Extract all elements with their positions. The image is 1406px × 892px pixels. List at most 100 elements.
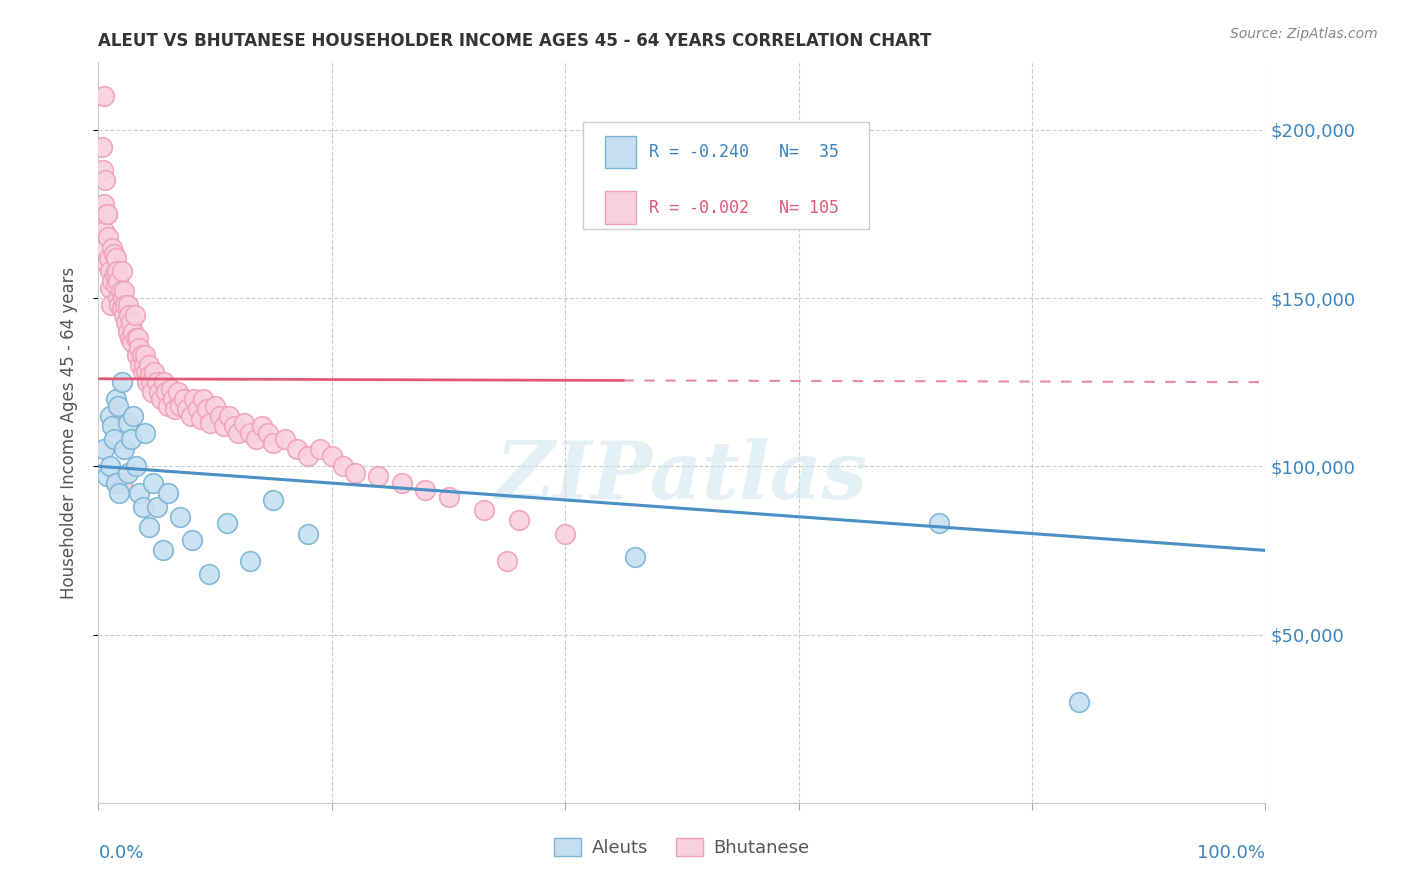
Point: [125, 348, 148, 362]
Point: [245, 433, 267, 447]
Point: [198, 566, 221, 581]
Point: [115, 314, 138, 328]
Point: [187, 402, 209, 417]
Point: [218, 409, 240, 423]
Point: [104, 476, 127, 491]
Point: [141, 385, 163, 400]
Point: [228, 425, 250, 440]
Point: [150, 392, 173, 406]
Point: [239, 425, 262, 440]
Point: [190, 412, 212, 426]
Point: [321, 449, 343, 463]
Point: [135, 365, 157, 379]
Point: [496, 553, 519, 567]
Point: [121, 334, 143, 349]
Point: [117, 466, 139, 480]
Point: [200, 416, 222, 430]
Point: [93, 442, 115, 457]
Point: [146, 375, 169, 389]
Point: [124, 308, 146, 322]
Point: [96, 469, 118, 483]
Text: 100.0%: 100.0%: [1198, 844, 1265, 862]
Point: [391, 476, 413, 491]
Point: [108, 298, 131, 312]
Point: [117, 325, 139, 339]
Point: [93, 224, 115, 238]
Point: [101, 274, 124, 288]
FancyBboxPatch shape: [605, 191, 637, 224]
Point: [98, 281, 121, 295]
Point: [176, 402, 198, 417]
Point: [139, 375, 162, 389]
Point: [97, 251, 120, 265]
Point: [233, 416, 256, 430]
Point: [97, 230, 120, 244]
Point: [367, 469, 389, 483]
Point: [332, 459, 354, 474]
Point: [111, 476, 134, 491]
Point: [146, 500, 169, 514]
Point: [274, 433, 297, 447]
Point: [128, 486, 150, 500]
Point: [169, 509, 191, 524]
Point: [222, 418, 245, 433]
Point: [256, 425, 278, 440]
Point: [111, 264, 134, 278]
Point: [107, 291, 129, 305]
Point: [165, 402, 187, 417]
Point: [344, 466, 367, 480]
Point: [180, 533, 202, 548]
Point: [122, 325, 145, 339]
Text: R = -0.002   N= 105: R = -0.002 N= 105: [650, 199, 839, 217]
Point: [101, 418, 124, 433]
Point: [111, 301, 134, 315]
Point: [624, 550, 647, 565]
Point: [100, 298, 122, 312]
Text: ZIPatlas: ZIPatlas: [496, 438, 868, 516]
Point: [413, 483, 436, 497]
Point: [183, 392, 205, 406]
Point: [204, 399, 226, 413]
Point: [142, 476, 165, 491]
Point: [208, 409, 231, 423]
Point: [96, 207, 118, 221]
Point: [110, 285, 132, 299]
Point: [122, 409, 145, 423]
Point: [111, 375, 134, 389]
Point: [169, 399, 191, 413]
Text: R = -0.240   N=  35: R = -0.240 N= 35: [650, 143, 839, 161]
Point: [148, 385, 170, 400]
Point: [93, 89, 115, 103]
Point: [98, 459, 121, 474]
Point: [239, 553, 262, 567]
Point: [262, 435, 284, 450]
Point: [155, 385, 177, 400]
Point: [127, 331, 149, 345]
Point: [152, 375, 174, 389]
Point: [138, 359, 160, 373]
Point: [94, 173, 117, 187]
Point: [162, 392, 184, 406]
Point: [437, 490, 460, 504]
Point: [105, 264, 128, 278]
Point: [262, 492, 284, 507]
Point: [104, 392, 127, 406]
Point: [215, 516, 238, 531]
Point: [157, 486, 180, 500]
Text: 0.0%: 0.0%: [98, 844, 143, 862]
Point: [114, 298, 136, 312]
Point: [120, 433, 142, 447]
Point: [108, 486, 131, 500]
Point: [90, 139, 112, 153]
Point: [159, 382, 181, 396]
FancyBboxPatch shape: [605, 136, 637, 169]
Point: [104, 277, 127, 292]
Point: [93, 196, 115, 211]
Point: [129, 359, 152, 373]
Point: [96, 207, 118, 221]
Point: [112, 442, 135, 457]
FancyBboxPatch shape: [582, 121, 869, 229]
Point: [180, 409, 202, 423]
Point: [118, 331, 141, 345]
Point: [125, 331, 148, 345]
